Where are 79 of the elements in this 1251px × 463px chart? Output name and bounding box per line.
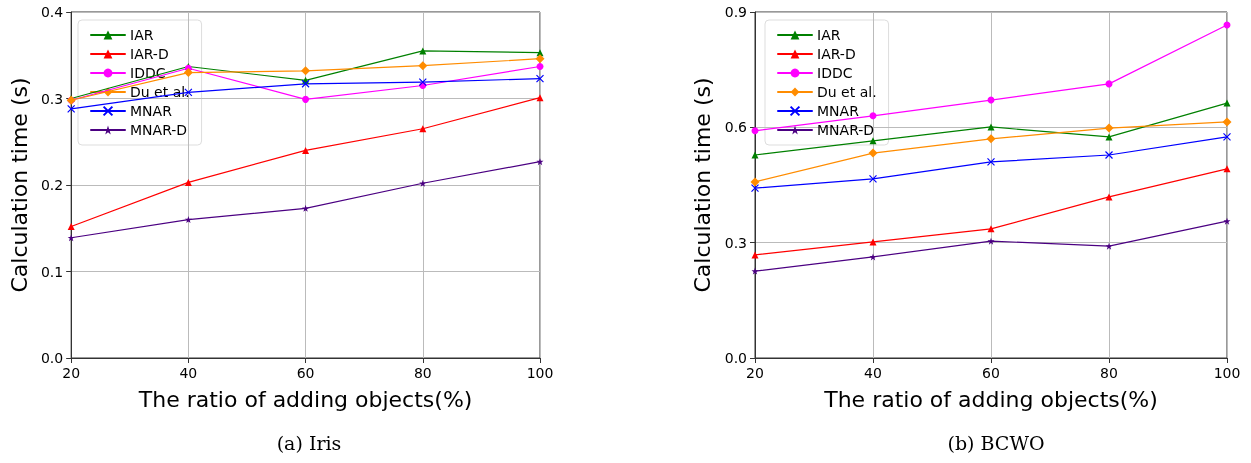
point [535, 74, 545, 83]
x-tick-label: 80 [1100, 365, 1118, 381]
point [67, 234, 75, 242]
y-axis-title: Calculation time (s) [6, 77, 32, 293]
legend-label: MNAR [130, 103, 173, 119]
point [1104, 150, 1114, 160]
x-axis-title: The ratio of adding objects(%) [137, 386, 473, 412]
point [750, 177, 760, 187]
y-tick-label: 0.9 [724, 4, 747, 20]
point [869, 238, 877, 246]
point [868, 148, 878, 158]
point [301, 79, 310, 88]
point [751, 267, 759, 275]
legend-label: Du et al. [817, 84, 877, 100]
text: (a) Iris [276, 431, 342, 454]
point [869, 137, 877, 145]
point [1223, 217, 1231, 225]
point [536, 63, 544, 70]
point [987, 237, 995, 245]
text: (b) BCWO [947, 431, 1045, 454]
point [1104, 123, 1114, 133]
y-tick-label: 0.2 [40, 177, 64, 193]
point [1223, 99, 1231, 107]
y-tick-label: 0.3 [724, 234, 747, 251]
x-axis-title: The ratio of adding objects(%) [823, 386, 1158, 412]
y-tick-label: 0.6 [724, 119, 748, 136]
legend-label: IAR-D [817, 46, 856, 62]
point [1222, 132, 1232, 142]
point [302, 95, 310, 103]
legend-label: IAR-D [130, 46, 169, 62]
point [184, 178, 192, 186]
point [868, 174, 878, 183]
y-tick-label: 0.4 [40, 4, 64, 20]
legend-label: IAR [817, 27, 841, 43]
x-tick-label: 100 [1213, 365, 1241, 381]
x-tick-label: 20 [746, 365, 764, 381]
y-axis-title: Calculation time (s) [690, 77, 716, 293]
point [418, 77, 427, 87]
point [183, 68, 193, 78]
point [67, 223, 75, 231]
x-tick-label: 40 [179, 365, 198, 381]
point [536, 158, 544, 166]
point [301, 66, 311, 76]
y-tick-label: 0.1 [40, 263, 64, 280]
point [418, 61, 428, 71]
point [536, 94, 544, 102]
point [869, 253, 877, 261]
legend-label: IDDC [130, 65, 166, 81]
point [986, 157, 996, 167]
point [302, 146, 310, 154]
y-tick-label: 0.3 [40, 90, 64, 107]
point [986, 134, 996, 144]
point [1105, 242, 1113, 250]
y-tick-label: 0.0 [724, 350, 747, 366]
point [750, 183, 760, 193]
legend-label: MNAR-D [817, 122, 875, 138]
point [1222, 117, 1232, 127]
point [987, 225, 995, 233]
y-tick-label: 0.0 [40, 350, 64, 366]
point [67, 104, 76, 113]
point [751, 151, 759, 159]
point [1105, 193, 1113, 201]
point [869, 112, 877, 120]
x-tick-label: 60 [296, 365, 315, 381]
point [1223, 165, 1231, 173]
x-tick-label: 100 [526, 365, 554, 381]
legend-label: MNAR-D [130, 122, 188, 138]
point [751, 127, 759, 135]
x-tick-label: 20 [62, 365, 81, 381]
x-tick-label: 40 [864, 365, 882, 381]
x-tick-label: 60 [982, 365, 1000, 381]
legend-label: IAR [130, 27, 154, 43]
legend-label: IDDC [817, 65, 853, 81]
point [987, 123, 995, 131]
point [419, 179, 427, 187]
point [1105, 133, 1113, 141]
x-tick-label: 80 [413, 365, 432, 381]
legend-label: MNAR [817, 103, 860, 119]
point [535, 54, 545, 64]
